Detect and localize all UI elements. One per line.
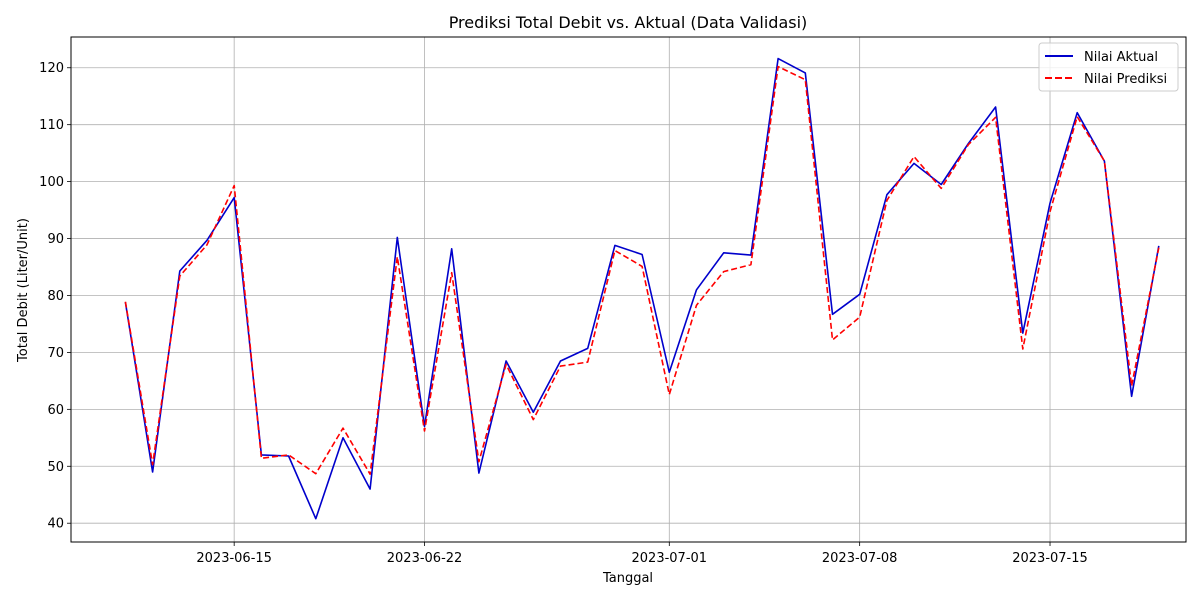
y-tick-label: 80 xyxy=(47,289,64,304)
chart-title: Prediksi Total Debit vs. Aktual (Data Va… xyxy=(449,13,808,32)
legend-box xyxy=(1038,42,1179,92)
series-group xyxy=(124,57,1160,520)
y-tick-label: 40 xyxy=(47,517,64,532)
y-tick-label: 50 xyxy=(47,460,64,475)
x-tick-label: 2023-06-22 xyxy=(387,551,463,566)
y-axis-label: Total Debit (Liter/Unit) xyxy=(16,218,31,363)
legend-label-predicted: Nilai Prediksi xyxy=(1084,72,1167,87)
x-tick-label: 2023-06-15 xyxy=(196,551,272,566)
y-tick-label: 60 xyxy=(47,403,64,418)
legend-label-actual: Nilai Aktual xyxy=(1084,50,1158,65)
plot-frame xyxy=(70,36,1187,543)
y-tick-label: 90 xyxy=(47,232,64,247)
y-tick-label: 110 xyxy=(39,118,64,133)
x-tick-label: 2023-07-15 xyxy=(1012,551,1088,566)
x-tick-label: 2023-07-08 xyxy=(822,551,898,566)
y-tick-label: 70 xyxy=(47,346,64,361)
y-tick-label: 120 xyxy=(39,61,64,76)
x-axis-label: Tanggal xyxy=(602,571,653,586)
series-line-predicted xyxy=(124,65,1160,476)
series-line-actual xyxy=(124,57,1160,520)
legend: Nilai Aktual Nilai Prediksi xyxy=(1038,42,1179,92)
x-tick-label: 2023-07-01 xyxy=(632,551,708,566)
ticks: 40 50 60 70 80 90 100 110 120 2023-06-15 2023-06-2… xyxy=(39,61,1088,566)
y-tick-label: 100 xyxy=(39,175,64,190)
